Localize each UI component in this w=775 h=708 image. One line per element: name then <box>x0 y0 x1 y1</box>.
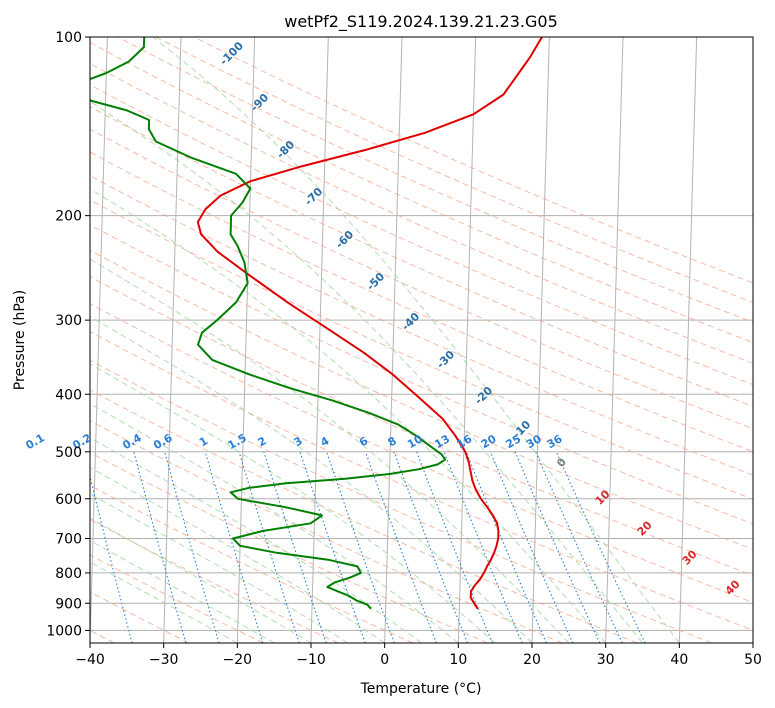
mixing-ratio-line <box>393 451 469 643</box>
moist-adiabat-line <box>90 258 570 643</box>
dry-adiabat-line <box>90 484 414 643</box>
isotherm-line <box>384 37 403 643</box>
mixing-ratio-line <box>299 451 366 643</box>
y-tick-label: 700 <box>55 532 82 548</box>
y-axis-label: Pressure (hPa) <box>12 290 28 390</box>
plot-frame <box>89 36 754 644</box>
x-axis-label: Temperature (°C) <box>360 681 482 697</box>
isotherm-line <box>605 37 624 643</box>
y-tick-label: 400 <box>55 387 82 403</box>
moist-adiabat-line <box>90 517 312 643</box>
background-grid <box>90 37 753 643</box>
y-tick-label: 900 <box>55 596 82 612</box>
moist-adiabat-line <box>90 188 607 643</box>
moist-adiabat-line <box>90 466 385 643</box>
dewpoint-profile-line <box>90 37 447 610</box>
isotherm-line <box>90 37 108 643</box>
dry-adiabat-line <box>90 303 753 604</box>
moist-adiabat-line <box>90 315 533 643</box>
mixing-ratio-line <box>204 451 264 643</box>
x-tick-label: −10 <box>296 652 326 668</box>
temperature-profile-line <box>196 37 543 610</box>
isotherm-line <box>752 625 753 643</box>
mixing-ratio-line <box>133 451 187 643</box>
dry-adiabat-line <box>90 420 563 643</box>
moist-adiabat-line <box>90 403 459 643</box>
dry-adiabat-line <box>90 276 753 577</box>
dry-adiabat-line <box>90 389 638 643</box>
axis-ticks: −40 −30 −20 −10 0 10 20 30 40 50 100 200 300 400 500 60… <box>46 30 762 668</box>
x-tick-label: 50 <box>744 652 762 668</box>
dry-adiabat-line <box>90 359 712 643</box>
dry-adiabat-line <box>193 37 753 284</box>
y-tick-label: 200 <box>55 209 82 225</box>
dry-adiabat-line <box>90 249 753 550</box>
dry-adiabat-line <box>90 42 753 344</box>
dry-adiabat-line <box>90 451 488 643</box>
y-tick-label: 1000 <box>46 623 82 639</box>
moist-adiabat-line <box>152 37 680 643</box>
mixing-ratio-line <box>364 451 437 643</box>
chart-title: wetPf2_S119.2024.139.21.23.G05 <box>284 12 558 32</box>
x-tick-label: −40 <box>75 652 105 668</box>
dry-adiabat-line <box>90 224 753 525</box>
mixing-ratio-line <box>326 451 395 643</box>
mixing-ratio-line <box>489 451 574 643</box>
dry-adiabat-line <box>90 199 753 500</box>
y-tick-label: 300 <box>55 313 82 329</box>
mixing-ratio-line <box>164 451 220 643</box>
y-tick-label: 100 <box>55 30 82 46</box>
isotherm-line <box>457 37 477 643</box>
dry-adiabat-line <box>90 175 753 476</box>
mixing-ratio-line <box>238 451 300 643</box>
x-tick-label: 40 <box>670 652 688 668</box>
y-tick-label: 500 <box>55 445 82 461</box>
dry-adiabat-line <box>90 554 264 643</box>
mixing-ratio-label: 0.1 <box>24 431 47 452</box>
profile-lines <box>90 37 543 610</box>
moist-adiabat-line <box>90 363 496 643</box>
x-tick-label: 20 <box>523 652 541 668</box>
isotherm-line <box>531 37 550 643</box>
x-tick-label: 0 <box>380 652 389 668</box>
moist-adiabat-line <box>90 437 422 643</box>
y-tick-label: 800 <box>55 566 82 582</box>
dry-adiabat-line <box>90 106 753 408</box>
mixing-ratio-line <box>263 451 327 643</box>
isotherm-line <box>678 37 698 643</box>
mixing-ratio-line <box>443 451 523 643</box>
x-tick-label: 30 <box>597 652 615 668</box>
mixing-ratio-line <box>465 451 547 643</box>
mixing-ratio-line <box>416 451 493 643</box>
x-tick-label: −30 <box>149 652 179 668</box>
y-tick-label: 600 <box>55 492 82 508</box>
x-tick-label: −20 <box>223 652 253 668</box>
moist-adiabat-line <box>90 101 643 643</box>
moist-adiabat-line <box>90 493 349 643</box>
mixing-ratio-line <box>90 474 133 643</box>
isotherm-line <box>236 37 256 643</box>
isotherm-line <box>163 37 182 643</box>
x-tick-label: 10 <box>449 652 467 668</box>
dry-adiabat-line <box>90 591 190 643</box>
